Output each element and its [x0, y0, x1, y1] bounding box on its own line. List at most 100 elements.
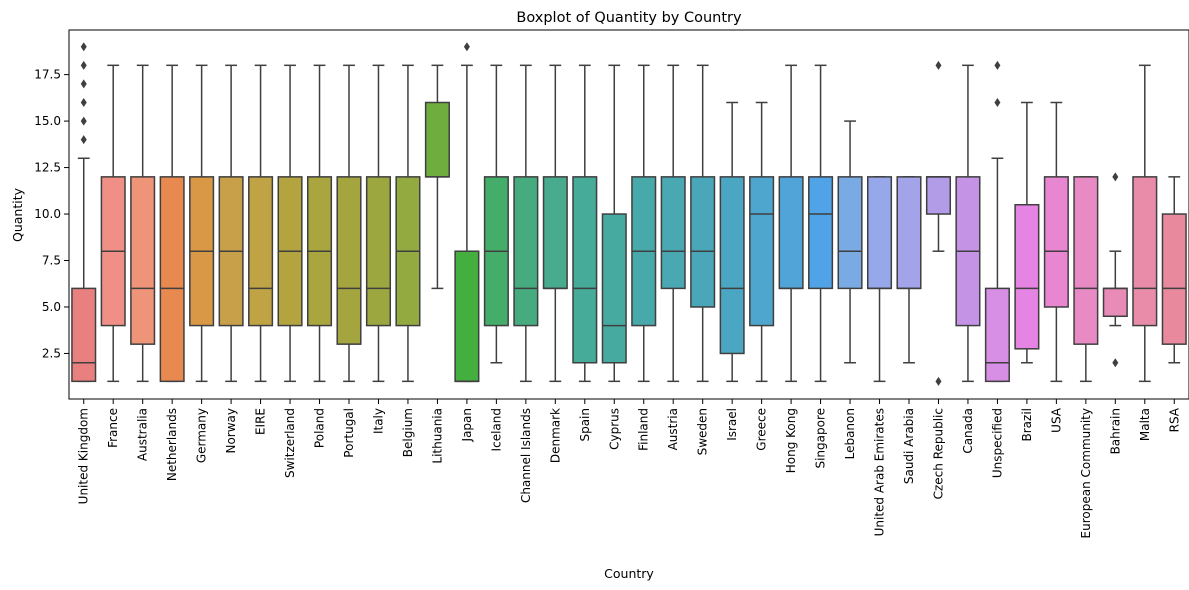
- box-body: [601, 213, 627, 364]
- box-czech-republic: [925, 60, 952, 386]
- box-austria: [660, 64, 686, 383]
- outlier-point: [80, 79, 87, 89]
- y-tick-label: 17.5: [34, 68, 61, 82]
- box-united-kingdom: [71, 42, 97, 383]
- x-tick-label: Hong Kong: [784, 408, 798, 473]
- box-portugal: [336, 64, 362, 383]
- x-tick-label: Poland: [313, 408, 327, 448]
- box-switzerland: [277, 64, 303, 383]
- outlier-point: [80, 60, 87, 70]
- x-tick-label: Switzerland: [283, 408, 297, 478]
- x-tick-label: Austria: [666, 408, 680, 450]
- x-tick-label: Saudi Arabia: [902, 408, 916, 484]
- x-tick-label: EIRE: [254, 408, 268, 435]
- box-channel-islands: [513, 64, 539, 383]
- x-tick-label: Israel: [725, 408, 739, 441]
- box-japan: [454, 42, 480, 383]
- box-body: [1073, 176, 1099, 345]
- outlier-point: [1112, 358, 1119, 368]
- x-tick-label: Germany: [195, 408, 209, 463]
- box-body: [660, 176, 686, 290]
- x-tick-label: Cyprus: [607, 408, 621, 450]
- x-tick-label: Italy: [371, 408, 385, 434]
- box-spain: [572, 64, 598, 383]
- box-body: [866, 176, 893, 290]
- x-tick-label: Canada: [961, 408, 975, 454]
- outlier-point: [1112, 172, 1119, 182]
- x-tick-label: Bahrain: [1108, 408, 1122, 454]
- x-tick-label: United Kingdom: [77, 408, 91, 504]
- box-greece: [749, 101, 775, 383]
- box-body: [778, 176, 804, 290]
- box-body: [1102, 287, 1128, 318]
- outlier-point: [935, 376, 942, 386]
- x-tick-label: Netherlands: [165, 408, 179, 481]
- box-netherlands: [159, 64, 185, 383]
- box-norway: [218, 64, 244, 383]
- y-axis-label: Quantity: [10, 187, 25, 242]
- box-body: [159, 176, 185, 383]
- outlier-point: [935, 60, 942, 70]
- box-rsa: [1161, 176, 1187, 364]
- box-body: [130, 176, 156, 345]
- x-tick-label: Czech Republic: [931, 408, 945, 499]
- y-tick-label: 10.0: [34, 207, 61, 221]
- x-tick-label: Unspecified: [990, 408, 1004, 478]
- x-tick-label: Japan: [460, 408, 474, 442]
- outlier-point: [463, 42, 470, 52]
- box-body: [749, 176, 775, 327]
- x-tick-label: USA: [1049, 407, 1063, 433]
- box-france: [100, 64, 126, 383]
- x-tick-label: Norway: [224, 408, 238, 454]
- box-body: [513, 176, 539, 327]
- box-body: [896, 176, 922, 290]
- x-tick-label: Belgium: [401, 408, 415, 457]
- box-body: [572, 176, 598, 364]
- box-sweden: [690, 64, 716, 383]
- x-tick-label: Lebanon: [843, 408, 857, 459]
- box-body: [248, 176, 274, 327]
- box-body: [925, 176, 952, 215]
- x-tick-label: Finland: [637, 408, 651, 451]
- outlier-point: [80, 135, 87, 145]
- box-germany: [189, 64, 215, 383]
- box-lebanon: [837, 120, 863, 364]
- y-tick-label: 2.5: [42, 346, 61, 360]
- box-bahrain: [1102, 172, 1128, 368]
- box-hong-kong: [778, 64, 804, 383]
- x-tick-label: Channel Islands: [519, 408, 533, 503]
- box-body: [1132, 176, 1158, 327]
- box-italy: [365, 64, 392, 383]
- box-cyprus: [601, 64, 627, 383]
- x-axis-label: Country: [604, 566, 654, 581]
- outlier-point: [80, 42, 87, 52]
- x-tick-label: Portugal: [342, 408, 356, 458]
- x-tick-label: RSA: [1167, 407, 1181, 432]
- box-body: [71, 287, 97, 383]
- x-tick-label: United Arab Emirates: [873, 408, 887, 536]
- box-body: [808, 176, 834, 290]
- outlier-point: [994, 60, 1001, 70]
- box-singapore: [808, 64, 834, 383]
- chart-title: Boxplot of Quantity by Country: [516, 10, 742, 26]
- box-body: [1014, 203, 1040, 350]
- x-tick-label: Denmark: [548, 408, 562, 463]
- box-body: [454, 250, 480, 383]
- plot-area: [71, 42, 1187, 386]
- box-body: [424, 101, 450, 178]
- box-body: [1043, 176, 1069, 308]
- box-eire: [248, 64, 274, 383]
- box-body: [984, 287, 1010, 383]
- box-iceland: [483, 64, 509, 364]
- box-saudi-arabia: [896, 176, 922, 364]
- box-poland: [306, 64, 333, 383]
- x-tick-label: European Community: [1079, 408, 1093, 538]
- box-body: [690, 176, 716, 308]
- x-tick-label: France: [106, 408, 120, 448]
- box-denmark: [542, 64, 568, 383]
- box-brazil: [1014, 101, 1040, 364]
- box-european-community: [1073, 176, 1099, 383]
- x-tick-label: Spain: [578, 408, 592, 442]
- x-tick-label: Brazil: [1020, 408, 1034, 442]
- box-body: [336, 176, 362, 345]
